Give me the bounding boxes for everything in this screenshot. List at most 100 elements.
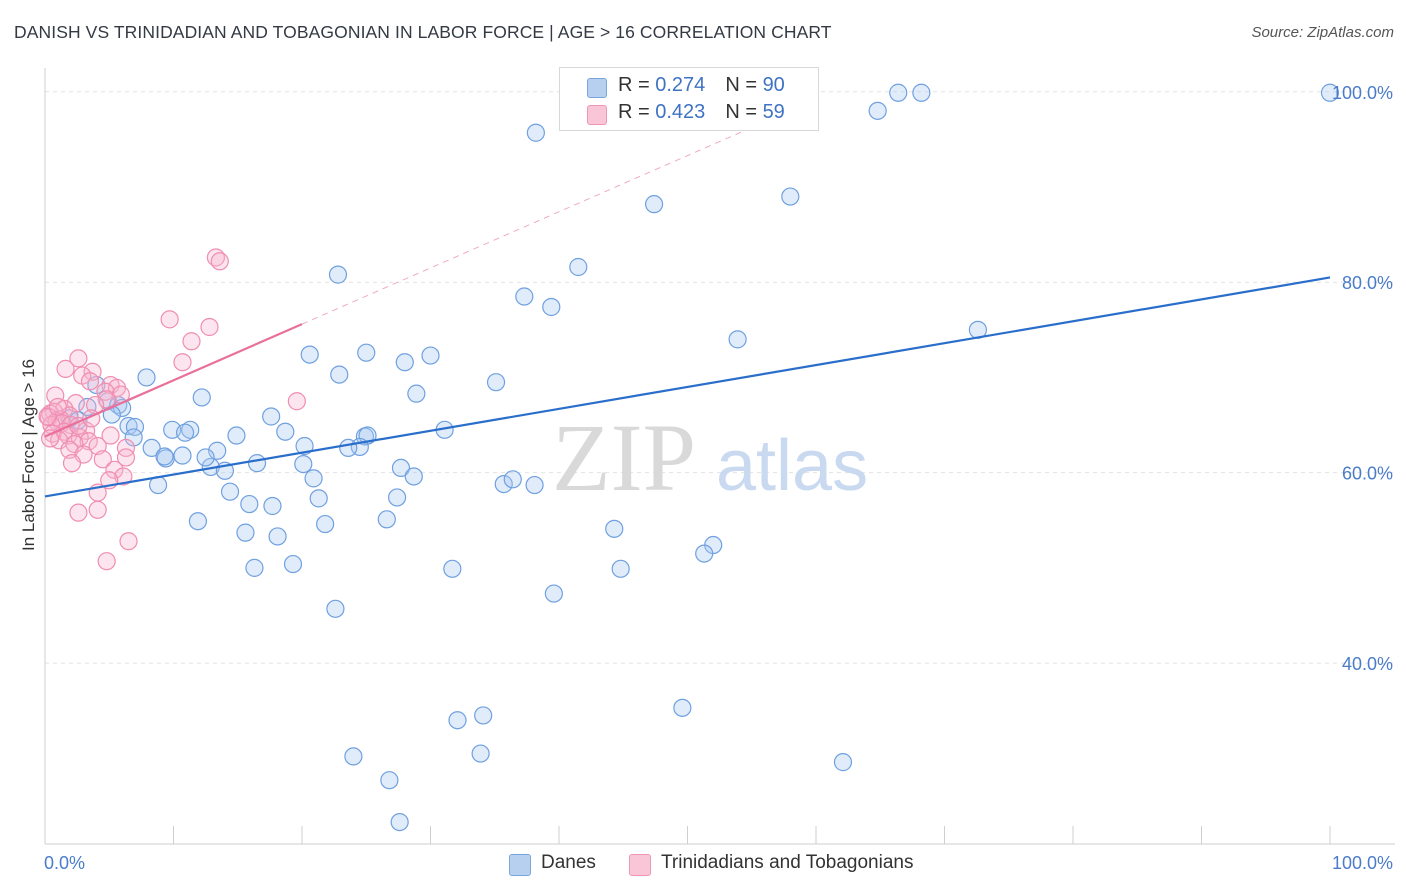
watermark-zip: ZIP: [552, 404, 696, 511]
y-axis-label: In Labor Force | Age > 16: [19, 359, 38, 551]
danes-point-78: [448, 711, 467, 730]
y-tick-label-1: 80.0%: [1342, 273, 1393, 293]
danes-point-31: [119, 416, 138, 436]
danes-point-88: [196, 448, 215, 467]
danes-point-5: [526, 123, 545, 142]
r-value-trini: 0.423: [655, 101, 706, 123]
trini-point-45: [62, 454, 82, 473]
danes-point-43: [142, 438, 161, 458]
y-tick-label-2: 60.0%: [1342, 464, 1393, 484]
danes-point-57: [220, 482, 240, 501]
trini-point-13: [96, 382, 115, 401]
trend-lines: [44, 98, 1331, 498]
danes-point-52: [391, 458, 411, 478]
danes-point-80: [344, 747, 363, 766]
danes-point-79: [471, 744, 490, 763]
axes: [44, 68, 1395, 845]
danes-point-44: [208, 441, 227, 460]
trini-point-4: [182, 332, 201, 351]
stats-row-danes: R = 0.274 N = 90: [560, 74, 818, 100]
grid-lines: [45, 91, 1395, 664]
danes-point-13: [728, 330, 747, 349]
trini-point-46: [105, 460, 124, 479]
chart-title: DANISH VS TRINIDADIAN AND TOBAGONIAN IN …: [14, 22, 832, 42]
danes-point-17: [395, 353, 414, 372]
trini-point-58: [41, 429, 60, 448]
y-tick-label-3: 40.0%: [1342, 654, 1393, 674]
trini-point-50: [88, 500, 107, 519]
trini-point-40: [60, 440, 79, 459]
n-label: N =: [725, 101, 763, 123]
danes-point-83: [390, 813, 409, 832]
danes-point-49: [247, 454, 267, 473]
danes-point-9: [569, 257, 588, 277]
danes-point-70: [283, 554, 303, 574]
danes-point-67: [268, 527, 287, 546]
trini-points: [38, 248, 306, 571]
trini-point-17: [287, 392, 306, 411]
stats-row-trini: R = 0.423 N = 59: [560, 101, 818, 127]
danes-point-42: [295, 436, 314, 456]
trini-point-55: [48, 397, 67, 417]
watermark: ZIP atlas: [552, 404, 868, 511]
trini-point-53: [97, 552, 116, 571]
danes-point-87: [155, 447, 174, 466]
danes-point-8: [328, 265, 348, 284]
danes-point-75: [326, 599, 345, 618]
danes-point-86: [102, 405, 121, 424]
danes-point-6: [644, 195, 664, 214]
danes-point-81: [833, 753, 853, 772]
danes-point-63: [377, 510, 396, 529]
danes-point-69: [695, 544, 714, 563]
danes-point-85: [304, 469, 323, 488]
danes-point-3: [1320, 83, 1340, 102]
danes-point-82: [380, 771, 399, 790]
trini-point-6: [173, 353, 192, 372]
danes-point-22: [407, 384, 426, 403]
danes-point-2: [912, 83, 931, 102]
danes-point-62: [188, 512, 208, 531]
danes-point-19: [137, 368, 156, 387]
danes-point-65: [605, 519, 624, 538]
trini-point-52: [119, 532, 138, 551]
danes-point-10: [515, 287, 534, 306]
danes-point-84: [339, 438, 358, 458]
danes-point-56: [525, 475, 544, 495]
danes-points: [60, 77, 1340, 832]
danes-point-7: [781, 187, 800, 206]
danes-point-66: [236, 523, 255, 542]
trini-point-39: [88, 436, 107, 456]
danes-swatch: [587, 78, 607, 98]
danes-point-35: [175, 423, 195, 442]
y-tick-labels: 100.0% 80.0% 60.0% 40.0%: [1332, 83, 1393, 674]
danes-point-61: [263, 496, 282, 516]
danes-point-20: [486, 373, 506, 392]
trini-point-41: [116, 438, 136, 458]
n-value-trini: 59: [762, 101, 785, 123]
trini-legend-swatch: [629, 854, 651, 876]
source-credit: Source: ZipAtlas.com: [1251, 24, 1394, 41]
danes-point-48: [294, 454, 313, 474]
danes-point-40: [227, 426, 246, 445]
n-value-danes: 90: [762, 74, 785, 96]
danes-point-34: [181, 420, 200, 439]
danes-point-1: [889, 83, 908, 102]
trini-point-38: [65, 434, 84, 454]
trini-point-47: [114, 467, 133, 486]
n-label: N =: [725, 74, 763, 96]
danes-trend-line: [44, 276, 1331, 498]
watermark-atlas: atlas: [716, 426, 868, 506]
trini-point-37: [79, 432, 98, 451]
danes-point-46: [173, 446, 192, 465]
danes-point-15: [357, 343, 376, 362]
legend-label-trini: Trinidadians and Tobagonians: [661, 852, 914, 873]
danes-point-72: [443, 559, 462, 578]
trini-point-43: [116, 448, 136, 467]
trini-point-5: [69, 349, 88, 368]
danes-point-18: [330, 365, 349, 384]
trini-point-15: [46, 386, 65, 405]
danes-point-58: [309, 489, 328, 508]
danes-point-77: [474, 706, 493, 725]
danes-point-73: [611, 559, 630, 578]
